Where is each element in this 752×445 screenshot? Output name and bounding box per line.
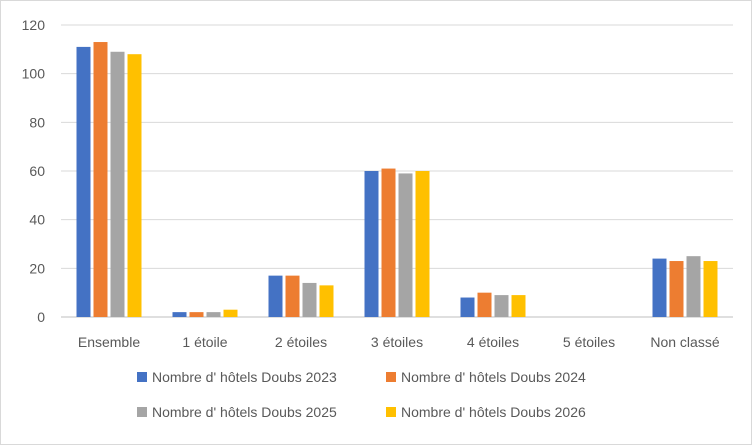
- bar: [652, 258, 667, 317]
- legend-label: Nombre d' hôtels Doubs 2026: [401, 404, 586, 420]
- legend-label: Nombre d' hôtels Doubs 2025: [152, 404, 337, 420]
- x-tick-label: Non classé: [650, 334, 719, 350]
- bar: [398, 173, 413, 317]
- x-tick-label: 1 étoile: [182, 334, 227, 350]
- bar: [93, 42, 108, 318]
- bar: [415, 171, 430, 317]
- x-tick-label: 5 étoiles: [563, 334, 615, 350]
- bars: [76, 42, 718, 318]
- bar: [285, 275, 300, 317]
- bar: [477, 292, 492, 317]
- bar: [703, 261, 718, 317]
- x-tick-label: Ensemble: [78, 334, 140, 350]
- bar: [319, 285, 334, 317]
- legend-swatch: [137, 372, 147, 382]
- legend-item: Nombre d' hôtels Doubs 2026: [386, 404, 586, 420]
- y-tick-label: 20: [29, 260, 45, 276]
- bar: [494, 295, 509, 317]
- bar: [172, 312, 187, 317]
- legend: Nombre d' hôtels Doubs 2023 Nombre d' hôt…: [137, 369, 586, 420]
- bar: [302, 282, 317, 317]
- legend-item: Nombre d' hôtels Doubs 2023: [137, 369, 337, 385]
- gridlines: [61, 24, 733, 318]
- legend-swatch: [386, 407, 396, 417]
- bar: [127, 54, 142, 317]
- bar: [223, 309, 238, 317]
- legend-item: Nombre d' hôtels Doubs 2024: [386, 369, 586, 385]
- bar: [460, 297, 475, 317]
- y-tick-label: 60: [29, 163, 45, 179]
- y-tick-label: 100: [22, 66, 46, 82]
- legend-swatch: [137, 407, 147, 417]
- legend-swatch: [386, 372, 396, 382]
- y-tick-label: 120: [22, 17, 46, 33]
- y-tick-label: 80: [29, 114, 45, 130]
- bar: [189, 312, 204, 317]
- bar: [686, 256, 701, 317]
- bar: [76, 46, 91, 318]
- x-tick-label: 2 étoiles: [275, 334, 327, 350]
- bar: [511, 295, 526, 317]
- legend-label: Nombre d' hôtels Doubs 2023: [152, 369, 337, 385]
- y-tick-label: 40: [29, 212, 45, 228]
- legend-item: Nombre d' hôtels Doubs 2025: [137, 404, 337, 420]
- y-tick-label: 0: [37, 309, 45, 325]
- bar: [364, 171, 379, 317]
- x-axis-ticks: Ensemble 1 étoile 2 étoiles 3 étoiles 4 étoi…: [78, 334, 720, 350]
- y-axis-ticks: 0 20 40 60 80 100 120: [22, 17, 46, 325]
- bar: [381, 168, 396, 317]
- x-tick-label: 4 étoiles: [467, 334, 519, 350]
- bar: [669, 261, 684, 317]
- x-tick-label: 3 étoiles: [371, 334, 423, 350]
- bar: [206, 312, 221, 317]
- bar: [268, 275, 283, 317]
- bar: [110, 51, 125, 318]
- legend-label: Nombre d' hôtels Doubs 2024: [401, 369, 586, 385]
